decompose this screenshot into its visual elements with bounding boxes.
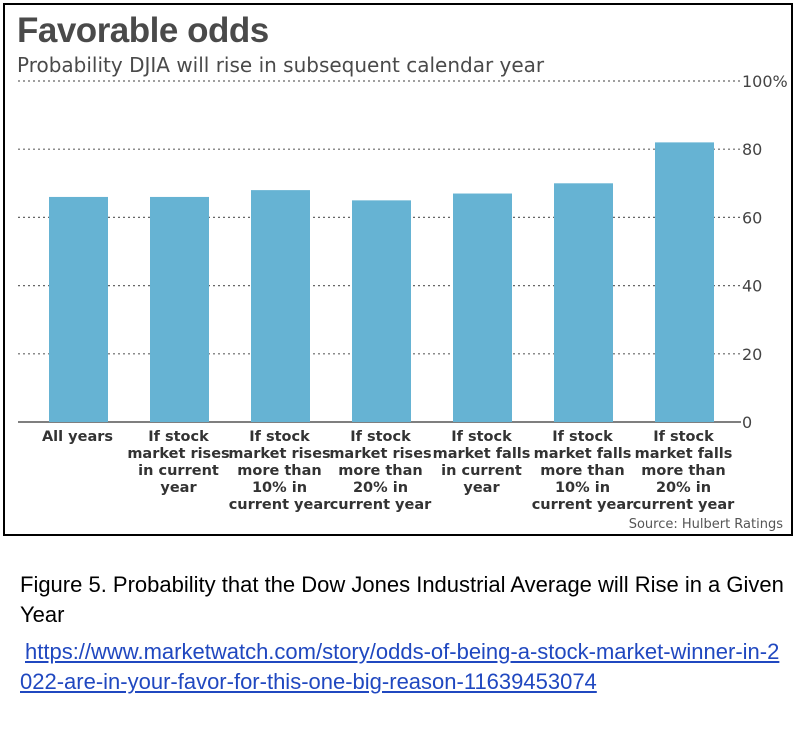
x-tick-label: If stock market rises in current year (127, 429, 229, 496)
x-tick-label: If stock market falls more than 10% in curre… (532, 429, 634, 513)
bar (554, 183, 613, 422)
x-tick-label: If stock market falls in current year (433, 429, 531, 496)
bar (49, 196, 108, 422)
x-tick-label: If stock market falls more than 20% in curre… (633, 429, 735, 513)
y-tick-label: 100% (742, 72, 788, 91)
figure-caption: Figure 5. Probability that the Dow Jones… (20, 572, 784, 627)
chart-frame: Favorable odds Probability DJIA will ris… (3, 3, 793, 536)
bar (655, 142, 714, 422)
bar (352, 200, 411, 422)
bar (453, 193, 512, 422)
x-tick-label: If stock market rises more than 20% in curre… (329, 429, 432, 513)
y-tick-label: 40 (742, 277, 762, 296)
bar-chart: 0 20 40 60 80 100% All years If stock market ris… (18, 72, 788, 513)
chart-subtitle: Probability DJIA will rise in subsequent… (17, 53, 545, 77)
chart-source: Source: Hulbert Ratings (628, 517, 783, 532)
x-tick-label: All years (42, 429, 113, 445)
y-tick-label: 0 (742, 413, 752, 432)
y-tick-label: 20 (742, 345, 762, 364)
chart-title: Favorable odds (17, 11, 269, 50)
y-tick-label: 60 (742, 208, 762, 227)
bar (150, 196, 209, 422)
bar (251, 190, 310, 422)
x-tick-label: If stock market rises more than 10% in curre… (228, 429, 331, 513)
y-tick-label: 80 (742, 140, 762, 159)
source-link[interactable]: https://www.marketwatch.com/story/odds-o… (20, 639, 780, 694)
